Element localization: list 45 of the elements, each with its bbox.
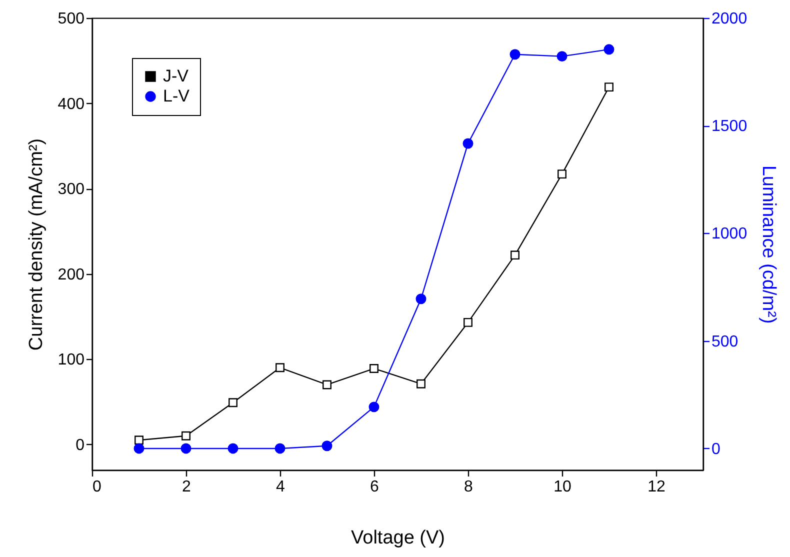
point: [416, 379, 426, 388]
x-tick-label: 4: [276, 478, 286, 496]
point: [370, 364, 378, 373]
x-tick-label: 12: [648, 478, 666, 496]
point: [228, 398, 238, 408]
y2-tick-label: 1000: [712, 226, 748, 243]
point: [604, 82, 614, 92]
y-tick-label: 400: [58, 96, 85, 113]
x-tick-label: 0: [92, 478, 102, 496]
point: [322, 440, 332, 452]
point: [180, 443, 192, 454]
x-tick-label: 8: [464, 478, 474, 496]
y2-tick-label: 1500: [712, 118, 748, 136]
x-tick-label: 10: [554, 478, 572, 496]
x-axis-title: Voltage (V): [351, 528, 445, 548]
point: [322, 380, 332, 390]
point: [276, 363, 284, 372]
point: [228, 443, 238, 454]
point: [510, 250, 520, 260]
x-tick-label: 2: [182, 478, 192, 496]
point: [134, 443, 144, 454]
point: [416, 294, 426, 304]
y-tick-label: 100: [58, 352, 85, 369]
y-tick-label: 0: [76, 436, 85, 454]
y-tick-label: 500: [58, 10, 85, 28]
point: [464, 318, 472, 327]
point: [274, 443, 286, 454]
y-tick-label: 200: [58, 266, 85, 284]
point: [604, 44, 614, 55]
y2-axis-title: Luminance (cd/m²): [758, 165, 780, 324]
point: [462, 138, 474, 149]
legend-label: L-V: [163, 86, 190, 106]
y-axis-title: Current density (mA/cm²): [26, 138, 47, 351]
legend-label: J-V: [163, 66, 190, 86]
y2-tick-label: 0: [712, 440, 720, 458]
y2-tick-label: 2000: [712, 10, 748, 28]
y2-tick-label: 500: [712, 333, 738, 350]
point: [556, 51, 568, 62]
point: [558, 170, 566, 179]
y-tick-label: 300: [58, 181, 85, 198]
point: [134, 436, 144, 445]
point: [510, 49, 520, 60]
x-tick-label: 6: [370, 478, 380, 496]
point: [182, 431, 190, 440]
point: [368, 402, 380, 412]
